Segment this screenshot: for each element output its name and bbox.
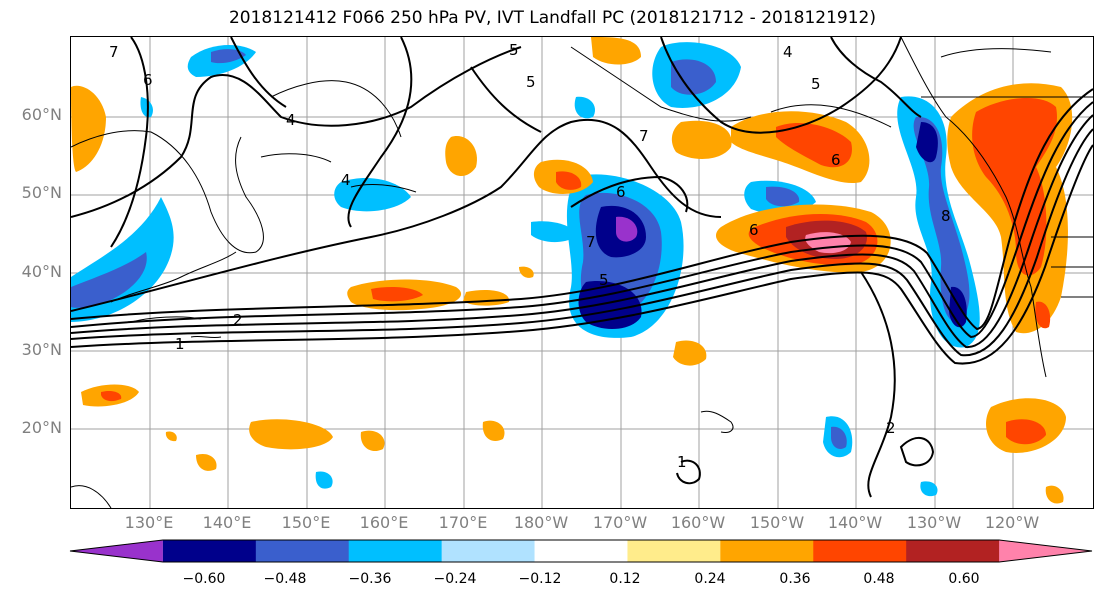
colorbar-segment	[813, 540, 907, 562]
contour-label: 6	[749, 221, 759, 239]
lon-label: 150°E	[281, 513, 331, 532]
lat-label-30n: 30°N	[21, 340, 62, 359]
lat-label-50n: 50°N	[21, 183, 62, 202]
contour-label: 5	[526, 73, 536, 91]
colorbar-tick: −0.36	[348, 571, 392, 587]
colorbar-tick: −0.12	[518, 571, 562, 587]
contour-label: 7	[109, 43, 119, 61]
lon-label: 130°W	[906, 513, 962, 532]
lon-label: 140°E	[202, 513, 252, 532]
colorbar-segment	[255, 540, 350, 562]
coastlines	[71, 37, 1093, 508]
contour-label: 2	[233, 311, 243, 329]
colorbar-segment	[441, 540, 536, 562]
colorbar-segment	[999, 540, 1092, 562]
colorbar-segment	[162, 540, 257, 562]
colorbar-segment	[906, 540, 1000, 562]
lon-label: 130°E	[124, 513, 174, 532]
contour-label: 5	[811, 75, 821, 93]
lon-label: 160°E	[359, 513, 409, 532]
colorbar-outline	[69, 539, 1093, 563]
lon-label: 170°W	[592, 513, 648, 532]
contour-lines	[71, 37, 1093, 498]
contour-label: 5	[509, 41, 519, 59]
colorbar	[69, 539, 1093, 563]
contour-label: 2	[886, 419, 896, 437]
contour-label-group: 7 6 5 4 4 5 4 5 7 6 6 6 7 5 2 1 8 2 1	[109, 41, 951, 471]
contour-label: 7	[586, 233, 596, 251]
colorbar-tick: 0.24	[694, 571, 726, 587]
contour-label: 6	[616, 183, 626, 201]
lon-label: 150°W	[749, 513, 805, 532]
map-svg: 7 6 5 4 4 5 4 5 7 6 6 6 7 5 2 1 8 2 1	[71, 37, 1093, 508]
lon-label: 120°W	[984, 513, 1040, 532]
positive-anomaly-fills	[71, 37, 1073, 504]
map-panel: 7 6 5 4 4 5 4 5 7 6 6 6 7 5 2 1 8 2 1	[70, 36, 1094, 509]
colorbar-segment	[627, 540, 721, 562]
contour-label: 8	[941, 207, 951, 225]
colorbar-tick: 0.48	[863, 571, 895, 587]
colorbar-tick: −0.48	[263, 571, 307, 587]
colorbar-segments	[69, 539, 1093, 563]
contour-label: 6	[143, 71, 153, 89]
contour-label: 4	[341, 171, 351, 189]
colorbar-segment	[348, 540, 443, 562]
lat-label-40n: 40°N	[21, 262, 62, 281]
colorbar-tick: 0.12	[609, 571, 641, 587]
colorbar-tick: −0.60	[182, 571, 226, 587]
lat-label-20n: 20°N	[21, 418, 62, 437]
contour-label: 6	[831, 151, 841, 169]
lon-label: 170°E	[438, 513, 488, 532]
colorbar-segment	[70, 540, 163, 562]
lat-label-60n: 60°N	[21, 105, 62, 124]
colorbar-segment	[720, 540, 814, 562]
contour-label: 1	[677, 453, 687, 471]
contour-label: 4	[286, 111, 296, 129]
contour-label: 5	[599, 271, 609, 289]
lon-label: 140°W	[827, 513, 883, 532]
contour-label: 1	[175, 335, 185, 353]
lon-label: 160°W	[670, 513, 726, 532]
colorbar-segment	[534, 540, 628, 562]
colorbar-tick: 0.36	[779, 571, 811, 587]
contour-label: 4	[783, 43, 793, 61]
plot-title: 2018121412 F066 250 hPa PV, IVT Landfall…	[228, 8, 876, 28]
contour-label: 7	[639, 127, 649, 145]
lon-label: 180°W	[513, 513, 569, 532]
colorbar-tick: 0.60	[948, 571, 980, 587]
colorbar-tick: −0.24	[433, 571, 477, 587]
